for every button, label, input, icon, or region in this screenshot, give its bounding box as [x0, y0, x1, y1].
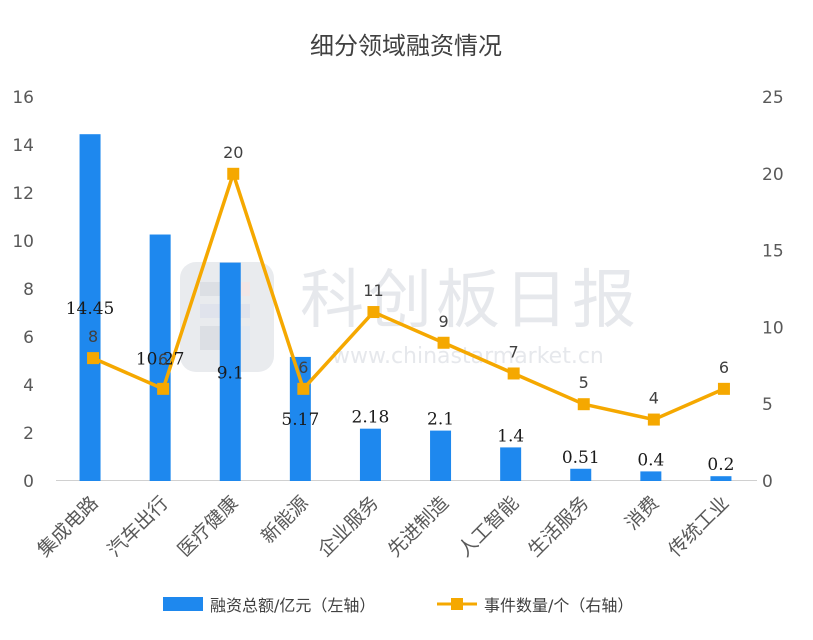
- bar: [359, 428, 381, 481]
- x-category-label: 消费: [621, 492, 663, 534]
- legend-bar-swatch: [163, 597, 203, 611]
- y-left-tick-label: 16: [12, 88, 34, 108]
- line-point: [367, 306, 380, 319]
- bar-value-label: 10.27: [136, 350, 185, 370]
- y-left-tick-label: 10: [12, 232, 34, 252]
- line-value-label: 11: [363, 281, 383, 300]
- y-right-tick-label: 15: [762, 242, 784, 262]
- y-left-tick-label: 12: [12, 184, 34, 204]
- bar-value-label: 1.4: [497, 426, 524, 446]
- bar: [149, 234, 171, 481]
- y-right-tick-label: 10: [762, 318, 784, 338]
- watermark-text: 科创板日报: [300, 264, 640, 338]
- y-left-tick-label: 14: [12, 136, 34, 156]
- line-value-label: 20: [223, 143, 243, 162]
- line-value-label: 4: [649, 389, 659, 408]
- bar-value-label: 0.51: [562, 448, 600, 468]
- line-point: [437, 336, 450, 349]
- line-series: [87, 167, 730, 426]
- line-point: [297, 382, 310, 395]
- bar-value-label: 2.18: [352, 408, 390, 428]
- y-left-tick-label: 2: [23, 424, 34, 444]
- x-category-label: 医疗健康: [173, 492, 242, 561]
- y-axis-left: 0 2 4 6 8 10 12 14 16: [12, 88, 34, 492]
- line-point: [507, 367, 520, 380]
- line-value-label: 8: [88, 327, 98, 346]
- legend-line-label: 事件数量/个（右轴）: [484, 596, 633, 615]
- y-right-tick-label: 20: [762, 165, 784, 185]
- bar-value-label: 5.17: [281, 410, 319, 430]
- bar-value-label: 0.4: [637, 450, 664, 470]
- x-category-label: 企业服务: [314, 492, 383, 561]
- bar-data-labels: 14.45 10.27 9.1 5.17 2.18 2.1 1.4 0.51 0.4 0.2: [66, 299, 735, 475]
- x-category-label: 集成电路: [33, 492, 102, 561]
- bar: [710, 476, 732, 481]
- watermark-logo-block: [200, 282, 220, 296]
- bar: [640, 471, 662, 481]
- y-left-tick-label: 4: [23, 376, 34, 396]
- x-axis-categories: 集成电路 汽车出行 医疗健康 新能源 企业服务 先进制造 人工智能 生活服务 消费 传统工业: [33, 492, 733, 561]
- line-point: [717, 382, 730, 395]
- bar-value-label: 0.2: [707, 455, 734, 475]
- legend-line-marker: [451, 598, 463, 610]
- bar: [500, 447, 522, 481]
- line-value-label: 6: [298, 358, 308, 377]
- line-point: [647, 413, 660, 426]
- y-left-tick-label: 0: [23, 472, 34, 492]
- x-category-label: 生活服务: [524, 492, 593, 561]
- bar-series: [79, 134, 732, 481]
- legend: 融资总额/亿元（左轴） 事件数量/个（右轴）: [163, 596, 633, 615]
- line-value-label: 5: [579, 373, 589, 392]
- watermark-logo-block: [200, 326, 220, 350]
- bar-value-label: 2.1: [427, 410, 454, 430]
- x-category-label: 先进制造: [384, 492, 453, 561]
- bar: [430, 430, 452, 481]
- y-right-tick-label: 5: [762, 395, 773, 415]
- y-left-tick-label: 8: [23, 280, 34, 300]
- bar: [219, 262, 241, 481]
- line-value-label: 7: [509, 342, 519, 361]
- line-value-label: 6: [719, 358, 729, 377]
- line-data-labels: 8 6 20 6 11 9 7 5 4 6: [88, 143, 729, 408]
- x-category-label: 汽车出行: [103, 492, 172, 561]
- line-point: [87, 352, 100, 365]
- bar: [570, 468, 592, 481]
- watermark-url: www.chinastarmarket.cn: [332, 344, 604, 369]
- line-value-label: 9: [438, 312, 448, 331]
- bar-value-label: 14.45: [66, 299, 115, 319]
- bar: [79, 134, 101, 481]
- line-path: [92, 172, 725, 422]
- x-category-label: 传统工业: [664, 492, 733, 561]
- line-point: [577, 398, 590, 411]
- line-value-label: 6: [158, 350, 168, 369]
- chart-title: 细分领域融资情况: [310, 32, 502, 60]
- y-right-tick-label: 25: [762, 88, 784, 108]
- line-point: [157, 382, 170, 395]
- line-point: [227, 167, 240, 180]
- y-axis-right: 0 5 10 15 20 25: [762, 88, 784, 492]
- x-category-label: 人工智能: [454, 492, 523, 561]
- legend-bar-label: 融资总额/亿元（左轴）: [210, 596, 375, 615]
- y-left-tick-label: 6: [23, 328, 34, 348]
- y-right-tick-label: 0: [762, 472, 773, 492]
- bar-value-label: 9.1: [217, 364, 244, 384]
- watermark: 科创板日报 www.chinastarmarket.cn: [180, 262, 640, 372]
- x-category-label: 新能源: [257, 492, 313, 548]
